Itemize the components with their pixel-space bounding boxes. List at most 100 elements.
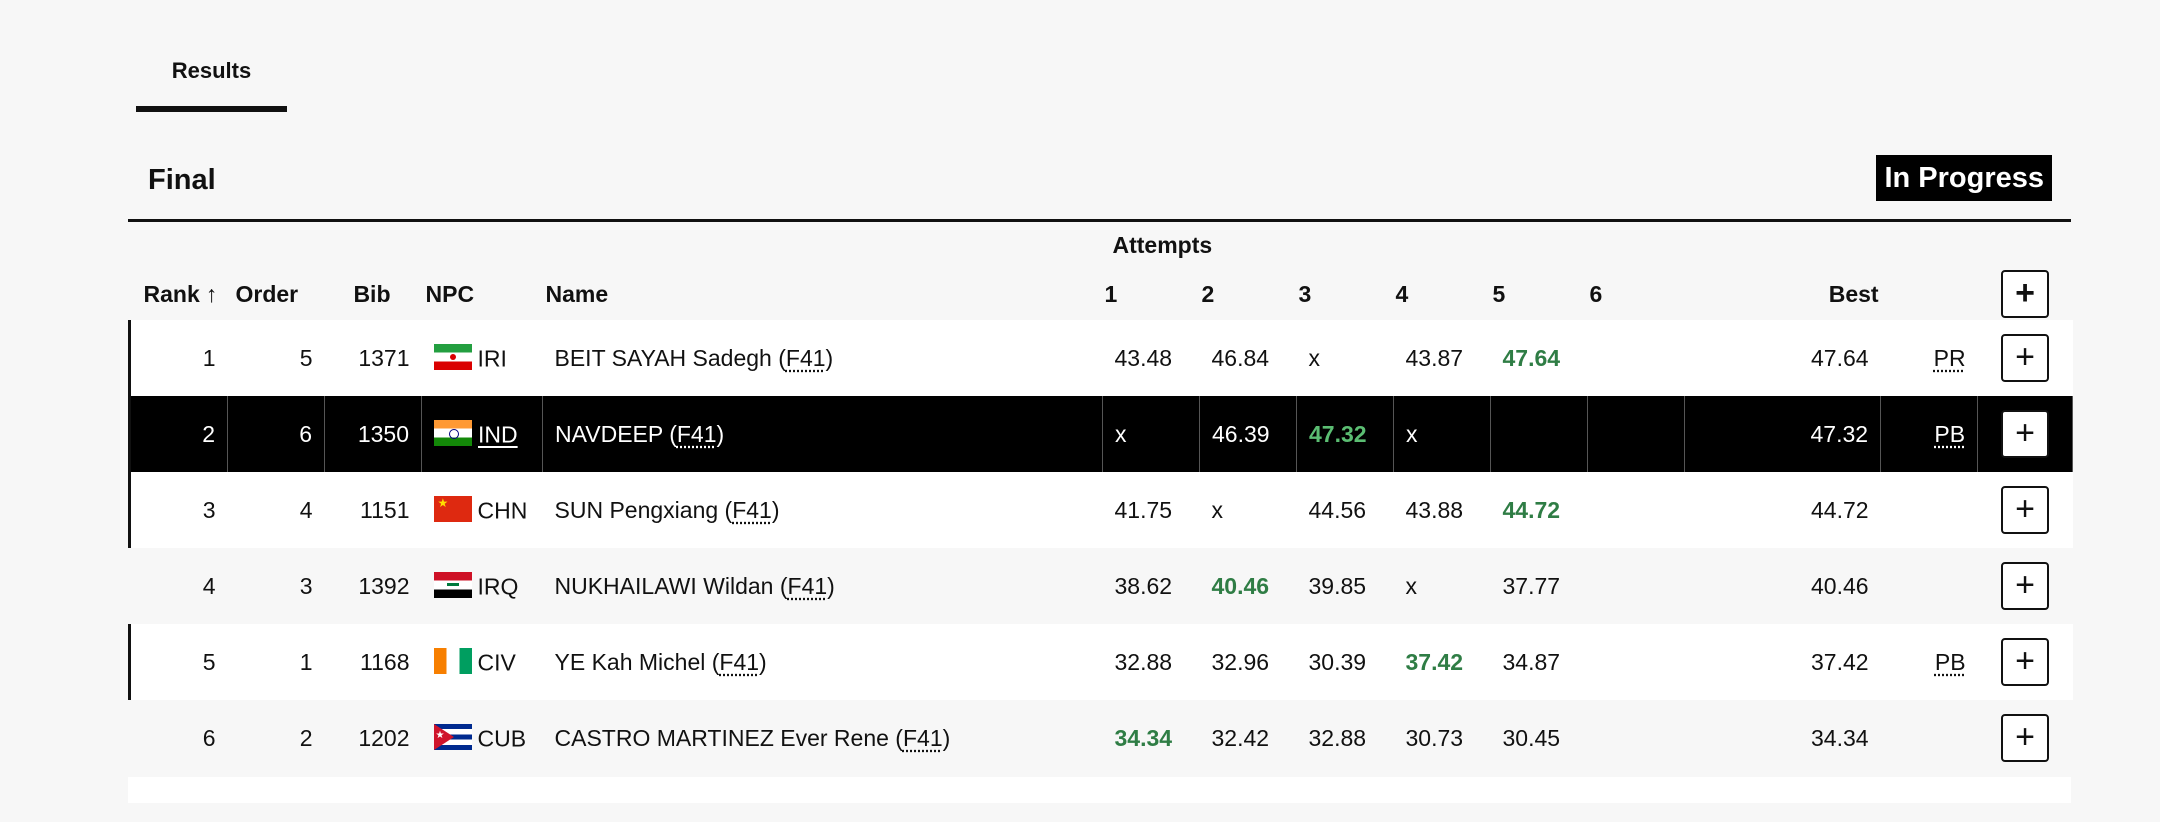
rank-header-label: Rank [143,280,200,307]
result-row[interactable]: 4 3 1392 IRQ NUKHAILAWI Wildan (F41) 38.62 40.… [129,548,2073,624]
attempt-6-cell [1588,548,1685,624]
expand-row-button[interactable]: + [2001,638,2050,686]
attempt-6-cell [1587,396,1686,472]
athlete-name-suffix: ) [771,496,780,523]
bib-cell: 1168 [360,648,410,675]
result-row[interactable]: 6 2 1202 CUB CASTRO MARTINEZ Ever Rene (F41)… [129,700,2073,776]
column-header-name[interactable]: Name [545,280,609,307]
column-header-attempt-1: 1 [1104,280,1118,307]
athlete-name-cell: CASTRO MARTINEZ Ever Rene (F41) [543,700,1103,776]
china-flag-icon [433,495,472,522]
table-footer [128,777,2071,803]
sport-class-abbr: F41 [785,344,826,371]
expand-row-button[interactable]: + [2001,334,2050,382]
result-rows: 1 5 1371 IRI BEIT SAYAH Sadegh (F41) 43.48 46.… [128,320,2074,776]
column-header-best[interactable]: Best [1828,280,1879,307]
order-cell: 5 [299,344,313,371]
order-cell: 2 [299,724,313,751]
attempt-5-cell: 44.72 [1502,496,1561,523]
athlete-name-suffix: ) [825,344,834,371]
best-cell: 34.34 [1811,724,1869,751]
attempt-2-cell: 40.46 [1211,572,1270,599]
npc-code: CHN [477,497,528,524]
result-row[interactable]: 1 5 1371 IRI BEIT SAYAH Sadegh (F41) 43.48 46.… [128,320,2073,396]
npc-cell: CHN [422,472,543,548]
attempt-1-cell: 38.62 [1114,572,1173,599]
npc-code: IRQ [477,573,519,600]
athlete-name-suffix: ) [827,572,835,599]
best-cell: 37.42 [1811,648,1869,675]
record-cell: PB [1881,624,1978,700]
attempt-5-cell: 34.87 [1502,648,1561,675]
column-header-rank[interactable]: Rank ↑ [130,268,228,320]
rank-cell: 6 [202,724,216,751]
npc-cell: IRI [422,320,543,396]
expand-row-button[interactable]: + [2001,410,2050,458]
athlete-name: YE Kah Michel ( [554,648,720,675]
expand-row-button[interactable]: + [2001,714,2050,762]
athlete-name-suffix: ) [759,648,767,675]
expand-cell: + [1978,548,2073,624]
bib-cell: 1371 [358,344,410,371]
expand-row-button[interactable]: + [2001,486,2050,534]
attempt-3-cell: 39.85 [1308,572,1367,599]
attempt-4-cell: 30.73 [1405,724,1464,751]
npc-cell: CIV [422,624,543,700]
record-cell [1881,700,1978,776]
attempt-6-cell [1588,320,1685,396]
group-header-row: Attempts [130,222,2073,268]
expand-cell: + [1977,396,2074,472]
tab-results[interactable]: Results [136,58,287,112]
attempt-4-cell: x [1405,572,1418,599]
result-row[interactable]: 5 1 1168 CIV YE Kah Michel (F41) 32.88 32.96 30… [128,624,2073,700]
athlete-name: SUN Pengxiang ( [554,496,733,523]
column-header-attempt-5: 5 [1492,280,1506,307]
expand-all-button[interactable]: + [2001,270,2050,318]
best-cell: 47.64 [1811,344,1869,371]
bib-cell: 1392 [358,572,410,599]
order-cell: 4 [299,496,313,523]
result-row[interactable]: 3 4 1151 CHN SUN Pengxiang (F41) 41.75 x 44.56 4… [128,472,2073,548]
column-header-bib[interactable]: Bib [353,280,391,307]
attempt-5-cell: 47.64 [1502,344,1561,371]
attempt-4-cell: x [1393,396,1491,472]
column-header-order[interactable]: Order [235,280,299,307]
attempt-1-cell: 34.34 [1114,724,1173,751]
active-tab-indicator [136,106,287,112]
record-badge: PB [1934,420,1966,447]
expand-cell: + [1978,700,2073,776]
record-badge: PR [1933,344,1966,371]
results-table: Attempts Rank ↑ Order Bib NPC Name 1 2 3 … [128,222,2074,776]
bib-cell: 1350 [324,396,422,472]
attempt-3-cell: 47.32 [1296,396,1394,472]
iraq-flag-icon [433,571,472,598]
record-cell: PR [1881,320,1978,396]
record-badge: PB [1934,648,1966,675]
cuba-flag-icon [433,723,472,750]
sport-class-abbr: F41 [787,572,828,599]
rank-cell: 4 [202,572,216,599]
npc-code[interactable]: IND [478,421,518,448]
attempt-6-cell [1588,624,1685,700]
attempt-3-cell: 30.39 [1308,648,1367,675]
rank-cell: 2 [128,396,228,472]
status-badge: In Progress [1876,155,2052,201]
attempt-5-cell [1490,396,1588,472]
attempt-2-cell: x [1211,496,1224,523]
column-header-npc[interactable]: NPC [425,280,475,307]
attempts-group-header: Attempts [1112,231,1213,258]
section-title: Final [148,164,216,196]
expand-row-button[interactable]: + [2001,562,2050,610]
column-header-row: Rank ↑ Order Bib NPC Name 1 2 3 4 5 6 Bes… [130,268,2073,320]
expand-cell: + [1978,624,2073,700]
npc-code: CUB [477,725,527,752]
rank-cell: 1 [128,320,228,396]
column-header-attempt-4: 4 [1395,280,1409,307]
attempt-5-cell: 30.45 [1502,724,1561,751]
best-cell: 40.46 [1811,572,1869,599]
result-row[interactable]: 2 6 1350 IND NAVDEEP (F41) x 46.39 47.32 x 47.32 P… [128,396,2074,472]
attempt-4-cell: 43.88 [1405,496,1464,523]
athlete-name-suffix: ) [942,724,951,751]
order-cell: 3 [299,572,313,599]
iran-flag-icon [433,343,472,370]
